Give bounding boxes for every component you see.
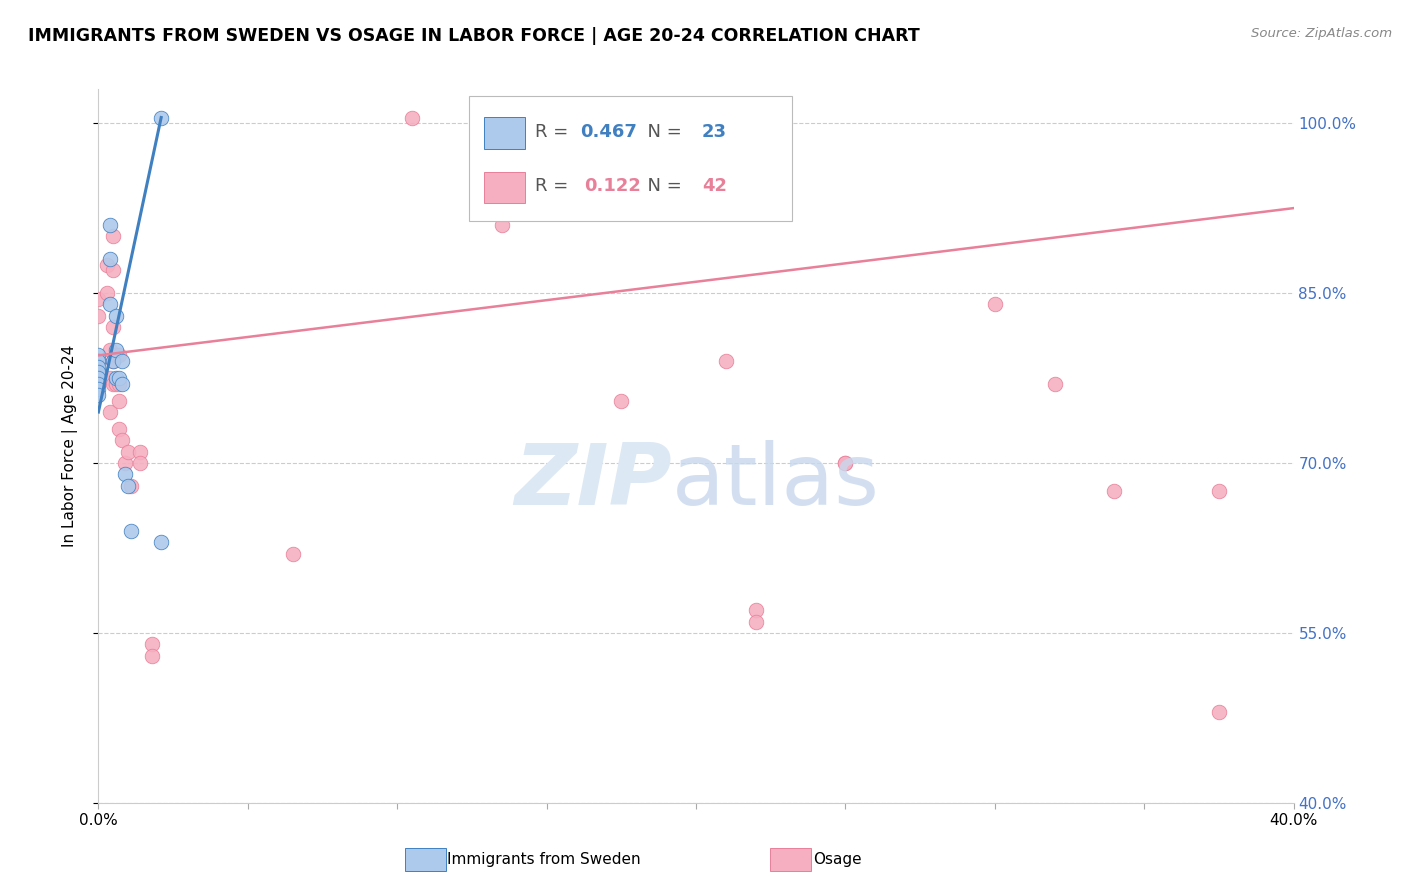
- Point: [103, 263, 125, 277]
- Point: [96, 258, 118, 272]
- Text: ZIP: ZIP: [515, 440, 672, 524]
- Point: [100, 405, 122, 419]
- Text: 23: 23: [702, 123, 727, 141]
- Point: [108, 371, 131, 385]
- Point: [87, 388, 110, 402]
- Text: IMMIGRANTS FROM SWEDEN VS OSAGE IN LABOR FORCE | AGE 20-24 CORRELATION CHART: IMMIGRANTS FROM SWEDEN VS OSAGE IN LABOR…: [28, 27, 920, 45]
- Point: [141, 648, 163, 663]
- FancyBboxPatch shape: [485, 118, 524, 149]
- Point: [108, 348, 131, 362]
- Text: R =: R =: [534, 177, 579, 194]
- Point: [87, 365, 110, 379]
- Point: [117, 444, 139, 458]
- Point: [1043, 376, 1066, 391]
- Point: [114, 456, 136, 470]
- Point: [150, 111, 173, 125]
- Point: [111, 354, 134, 368]
- Text: 0.122: 0.122: [583, 177, 641, 194]
- Point: [105, 309, 128, 323]
- Point: [87, 354, 110, 368]
- Point: [87, 359, 110, 374]
- Point: [103, 354, 125, 368]
- Point: [87, 365, 110, 379]
- Point: [108, 376, 131, 391]
- Point: [100, 218, 122, 232]
- Point: [87, 354, 110, 368]
- Text: 0.467: 0.467: [581, 123, 637, 141]
- Text: atlas: atlas: [672, 440, 880, 524]
- Point: [491, 218, 513, 232]
- Point: [745, 603, 768, 617]
- FancyBboxPatch shape: [470, 96, 792, 221]
- Point: [117, 478, 139, 492]
- Point: [120, 524, 142, 538]
- Point: [96, 286, 118, 301]
- Point: [834, 456, 856, 470]
- Point: [87, 383, 110, 397]
- Point: [834, 456, 856, 470]
- Text: N =: N =: [637, 123, 688, 141]
- Text: Immigrants from Sweden: Immigrants from Sweden: [447, 853, 641, 867]
- Point: [745, 615, 768, 629]
- Point: [150, 535, 173, 549]
- Point: [105, 348, 128, 362]
- Point: [105, 376, 128, 391]
- Y-axis label: In Labor Force | Age 20-24: In Labor Force | Age 20-24: [62, 345, 77, 547]
- Point: [103, 354, 125, 368]
- Point: [1208, 484, 1230, 499]
- Point: [87, 371, 110, 385]
- Point: [100, 371, 122, 385]
- Point: [111, 376, 134, 391]
- Point: [108, 393, 131, 408]
- Point: [1104, 484, 1126, 499]
- Text: Osage: Osage: [813, 853, 862, 867]
- Point: [100, 343, 122, 357]
- Point: [87, 348, 110, 362]
- Point: [281, 547, 304, 561]
- Point: [87, 309, 110, 323]
- Point: [129, 444, 152, 458]
- Point: [103, 320, 125, 334]
- Point: [1208, 705, 1230, 719]
- Text: N =: N =: [637, 177, 688, 194]
- Point: [111, 434, 134, 448]
- Point: [114, 467, 136, 482]
- Point: [610, 393, 633, 408]
- Point: [108, 422, 131, 436]
- Point: [87, 292, 110, 306]
- Point: [100, 297, 122, 311]
- Point: [120, 478, 142, 492]
- Point: [87, 376, 110, 391]
- Point: [141, 637, 163, 651]
- FancyBboxPatch shape: [485, 171, 524, 203]
- Point: [984, 297, 1007, 311]
- Point: [100, 252, 122, 266]
- Point: [105, 343, 128, 357]
- Point: [401, 111, 423, 125]
- Point: [105, 371, 128, 385]
- Point: [103, 229, 125, 244]
- Text: Source: ZipAtlas.com: Source: ZipAtlas.com: [1251, 27, 1392, 40]
- Point: [714, 354, 737, 368]
- Point: [129, 456, 152, 470]
- Text: R =: R =: [534, 123, 574, 141]
- Text: 42: 42: [702, 177, 727, 194]
- Point: [103, 376, 125, 391]
